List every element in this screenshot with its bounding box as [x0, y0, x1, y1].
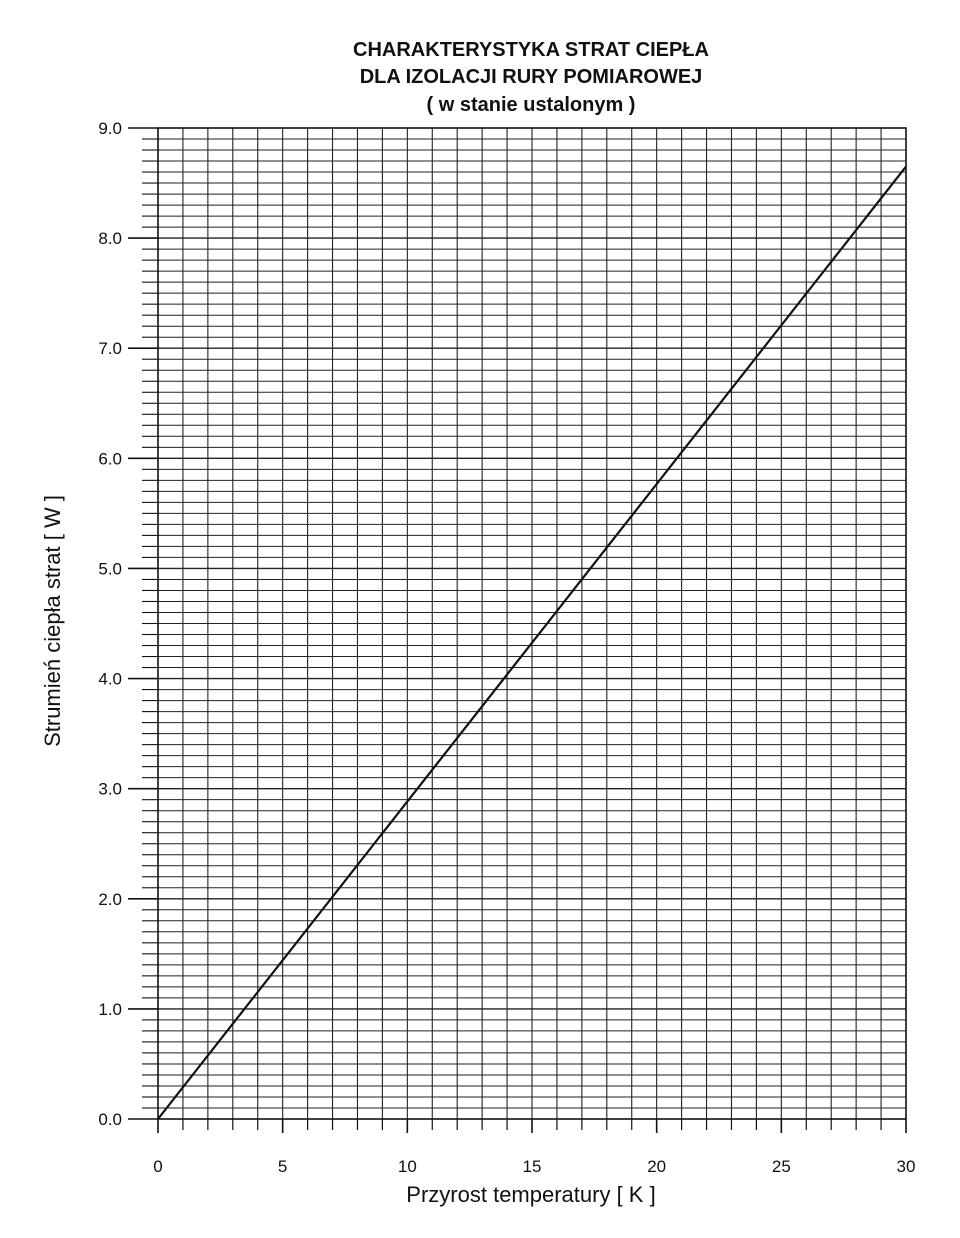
x-tick-label: 20: [647, 1157, 666, 1176]
y-axis-ticks: 0.0 1.0 2.0 3.0 4.0 5.0 6.0 7.0 8.0 9.0: [98, 119, 158, 1129]
y-tick-label: 9.0: [98, 119, 122, 138]
x-axis-label: Przyrost temperatury [ K ]: [406, 1182, 655, 1207]
x-tick-label: 25: [772, 1157, 791, 1176]
x-tick-label: 10: [398, 1157, 417, 1176]
y-tick-label: 0.0: [98, 1110, 122, 1129]
series-group: [157, 165, 907, 1120]
y-axis-label: Strumień ciepła strat [ W ]: [40, 495, 65, 747]
y-tick-label: 1.0: [98, 1000, 122, 1019]
x-tick-label: 15: [523, 1157, 542, 1176]
y-tick-label: 8.0: [98, 229, 122, 248]
chart-title-line-2: DLA IZOLACJI RURY POMIAROWEJ: [360, 66, 703, 88]
y-tick-label: 2.0: [98, 890, 122, 909]
x-tick-label: 0: [153, 1157, 162, 1176]
x-axis-ticks: 0 5 10 15 20 25 30: [153, 1119, 915, 1176]
chart-title-line-1: CHARAKTERYSTYKA STRAT CIEPŁA: [353, 39, 709, 61]
x-tick-label: 5: [278, 1157, 287, 1176]
y-tick-label: 3.0: [98, 780, 122, 799]
y-tick-label: 6.0: [98, 449, 122, 468]
y-tick-label: 4.0: [98, 670, 122, 689]
chart-title-line-3: ( w stanie ustalonym ): [427, 94, 636, 116]
x-tick-label: 30: [897, 1157, 916, 1176]
chart-title: CHARAKTERYSTYKA STRAT CIEPŁA DLA IZOLACJ…: [353, 39, 709, 116]
y-tick-label: 5.0: [98, 559, 122, 578]
y-tick-label: 7.0: [98, 339, 122, 358]
grid: [158, 128, 906, 1119]
series-line: [157, 165, 907, 1120]
